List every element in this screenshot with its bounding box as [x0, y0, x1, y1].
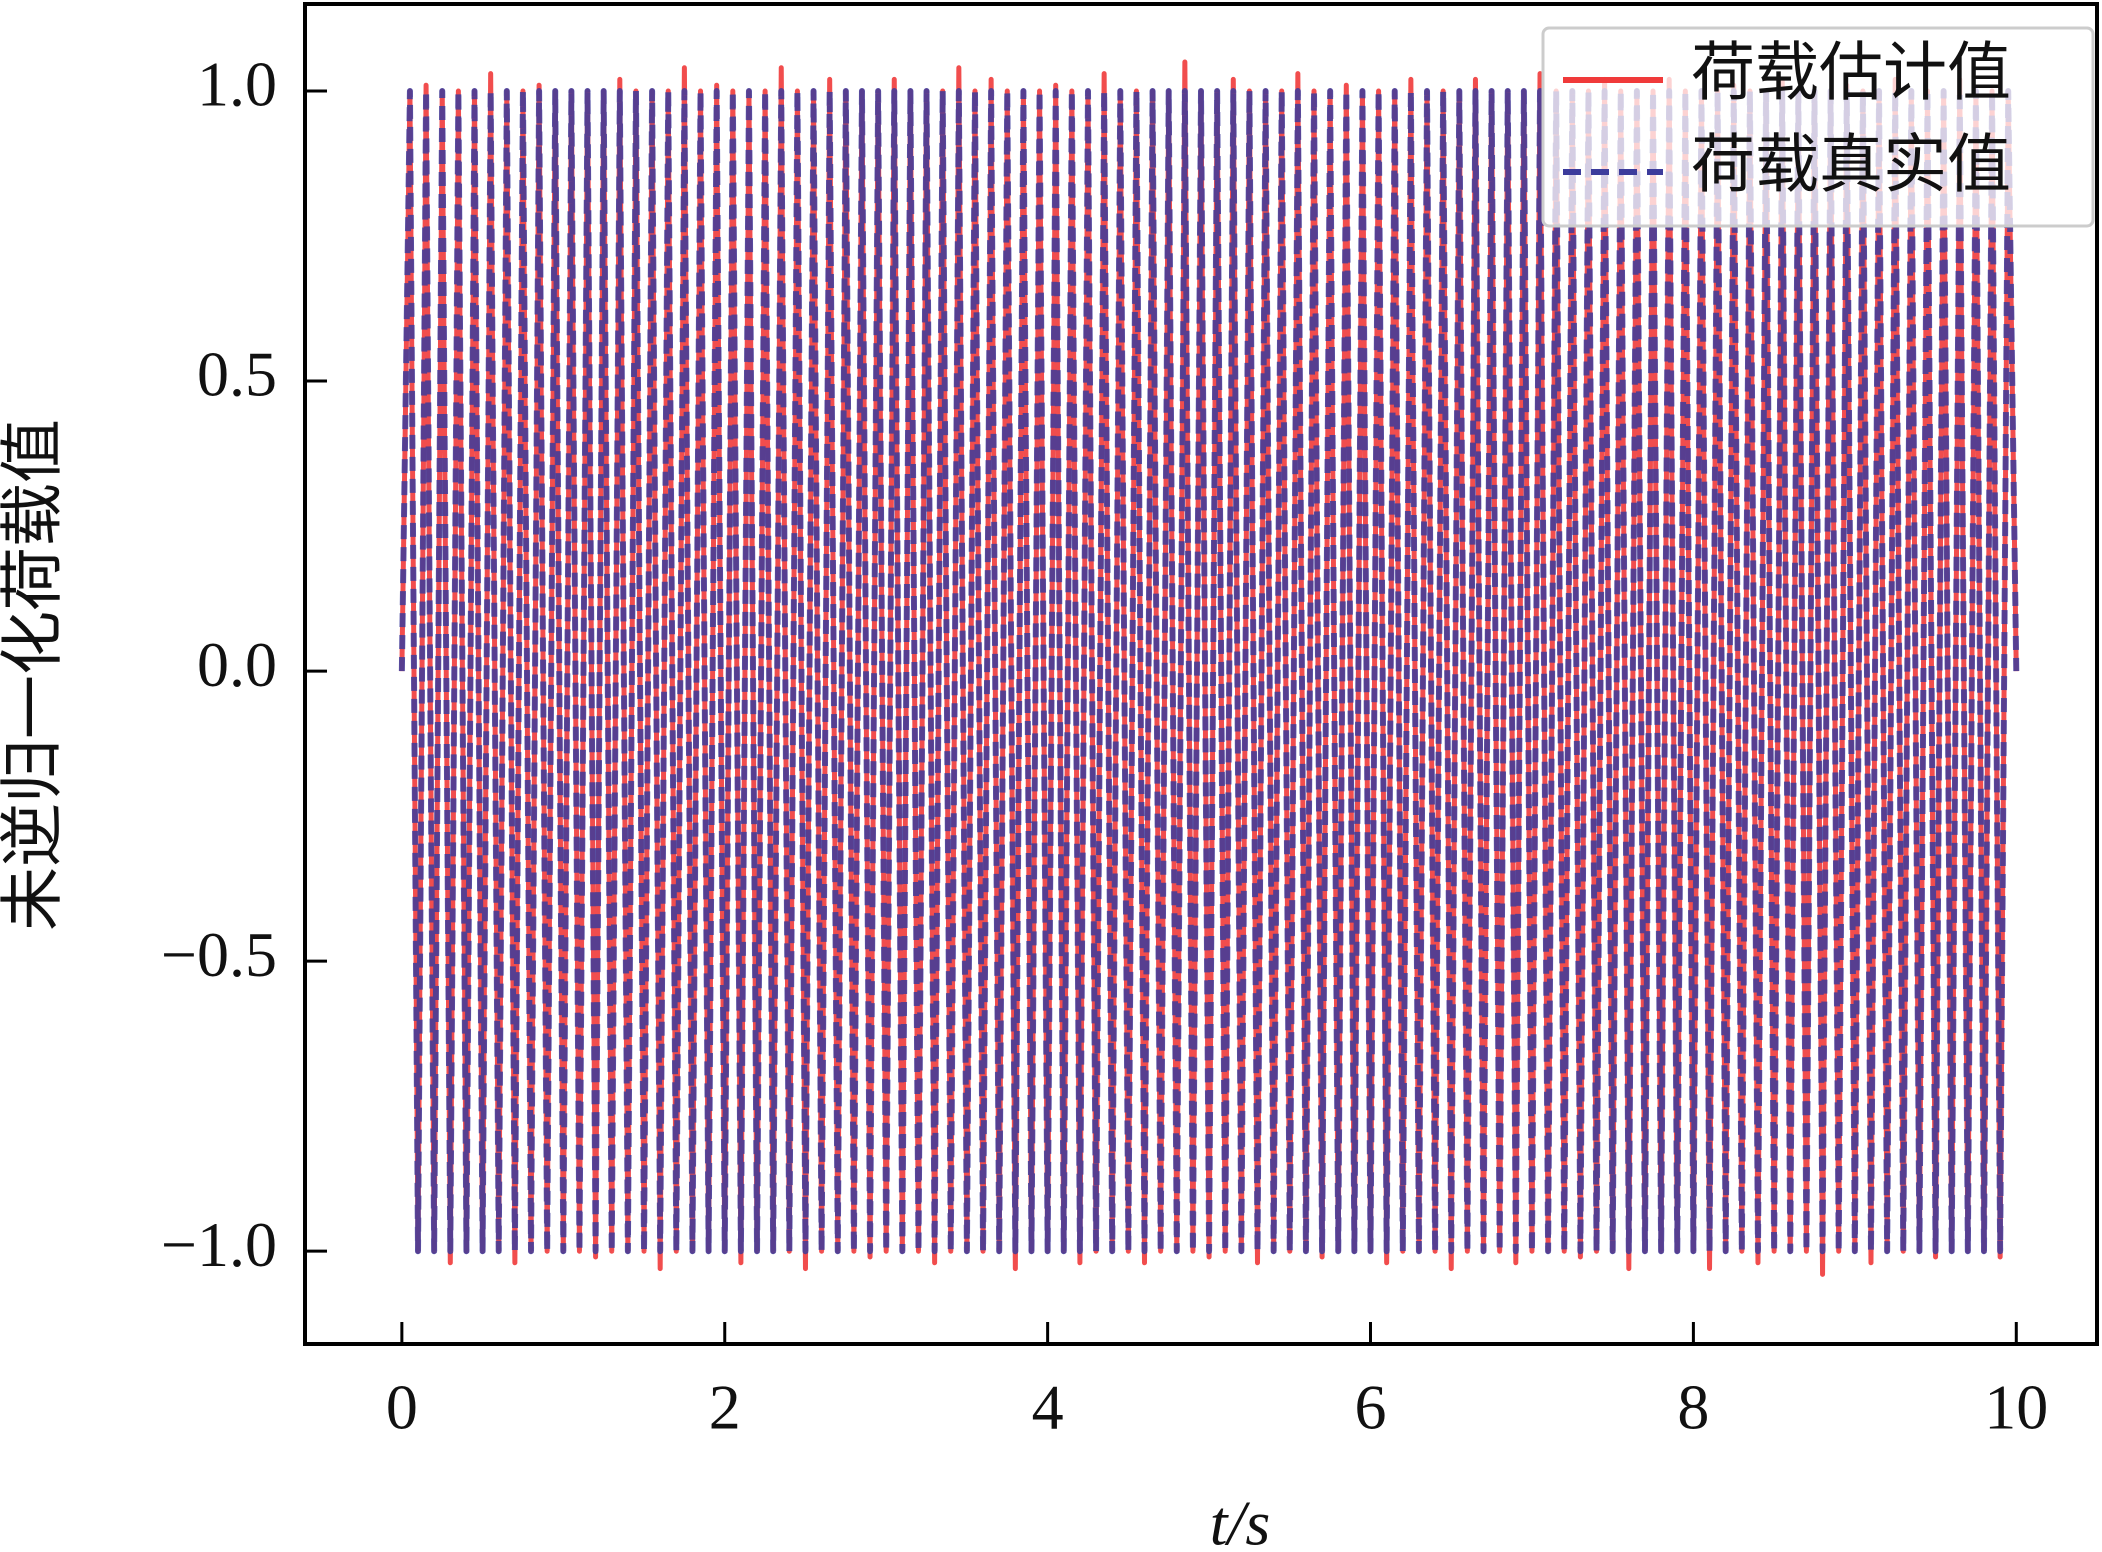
x-tick-label: 2	[709, 1372, 741, 1443]
legend-label: 荷载估计值	[1691, 38, 2011, 109]
y-tick-label: 1.0	[197, 49, 277, 120]
x-tick-label: 6	[1355, 1372, 1387, 1443]
y-tick-label: 0.0	[197, 629, 277, 700]
series-line	[398, 88, 2020, 1255]
legend-box	[1541, 26, 2095, 228]
plot-frame	[303, 2, 2099, 1346]
x-tick-label: 8	[1677, 1372, 1709, 1443]
y-axis-label: 未逆归一化荷载值	[0, 419, 69, 931]
x-axis-label: t/s	[1210, 1488, 1270, 1552]
x-tick-label: 4	[1032, 1372, 1064, 1443]
y-tick-label: 0.5	[197, 339, 277, 410]
y-tick-label: −0.5	[161, 919, 277, 990]
x-tick-label: 10	[1984, 1372, 2048, 1443]
y-tick-label: −1.0	[161, 1209, 277, 1280]
legend-label: 荷载真实值	[1691, 130, 2011, 201]
x-tick-label: 0	[386, 1372, 418, 1443]
